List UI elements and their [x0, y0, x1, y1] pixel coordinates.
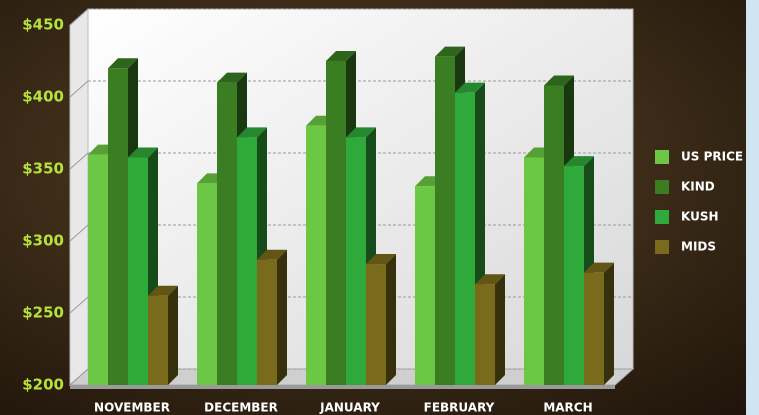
bar-top — [366, 254, 396, 265]
legend-label: KUSH — [681, 210, 719, 224]
bar — [455, 92, 475, 386]
bar — [148, 295, 168, 385]
bar-top — [346, 127, 376, 138]
bar — [475, 284, 495, 385]
bar — [237, 137, 257, 385]
x-tick-label: JANUARY — [319, 401, 380, 415]
bar — [217, 82, 237, 385]
bar-top — [475, 274, 505, 285]
bar — [88, 154, 108, 385]
bar — [326, 61, 346, 385]
x-tick-label: MARCH — [543, 401, 592, 415]
bar-top — [217, 72, 247, 83]
grid-line-side — [69, 296, 89, 314]
bar — [584, 272, 604, 385]
bar-top — [544, 75, 574, 86]
bar-top — [128, 147, 158, 158]
y-tick-label: $350 — [22, 160, 64, 178]
legend-swatch — [655, 180, 669, 194]
grid-line-side — [69, 152, 89, 170]
grid-line-side — [69, 224, 89, 242]
y-tick-label: $450 — [22, 16, 64, 34]
grid-line-side — [69, 368, 89, 386]
grid-line-side — [69, 8, 89, 26]
x-tick-label: FEBRUARY — [424, 401, 495, 415]
y-tick-label: $400 — [22, 88, 64, 106]
bar — [415, 186, 435, 385]
bar-top — [326, 51, 356, 61]
bar-top — [564, 156, 594, 167]
legend-label: MIDS — [681, 240, 716, 254]
grid-line-side — [69, 80, 89, 98]
bar-side — [168, 285, 178, 385]
legend-swatch — [655, 240, 669, 254]
bar — [524, 157, 544, 385]
bar-side — [495, 274, 505, 385]
bar — [257, 259, 277, 385]
x-tick-label: DECEMBER — [204, 401, 278, 415]
y-tick-label: $250 — [22, 304, 64, 322]
bar — [544, 85, 564, 385]
bar-top — [584, 262, 614, 273]
legend-label: US PRICE — [681, 150, 743, 164]
bar — [108, 68, 128, 385]
bar-side — [386, 254, 396, 385]
bar — [306, 125, 326, 386]
bar — [435, 56, 455, 386]
bar — [564, 166, 584, 385]
bar-top — [455, 82, 485, 93]
bar — [128, 157, 148, 385]
y-tick-label: $200 — [22, 376, 64, 394]
bar-side — [277, 249, 287, 385]
bar-top — [257, 249, 287, 260]
floor-edge — [70, 385, 615, 389]
y-tick-label: $300 — [22, 232, 64, 250]
bar-top — [435, 46, 465, 57]
legend-label: KIND — [681, 180, 715, 194]
side-wall — [69, 7, 89, 387]
bar-top — [148, 285, 178, 296]
bar — [197, 183, 217, 385]
side-stripe — [746, 0, 759, 415]
bar — [346, 137, 366, 385]
bar-top — [108, 58, 138, 69]
bar-top — [237, 127, 267, 138]
x-tick-label: NOVEMBER — [94, 401, 170, 415]
bar-side — [604, 262, 614, 385]
legend-swatch — [655, 150, 669, 164]
bar — [366, 264, 386, 385]
legend-swatch — [655, 210, 669, 224]
